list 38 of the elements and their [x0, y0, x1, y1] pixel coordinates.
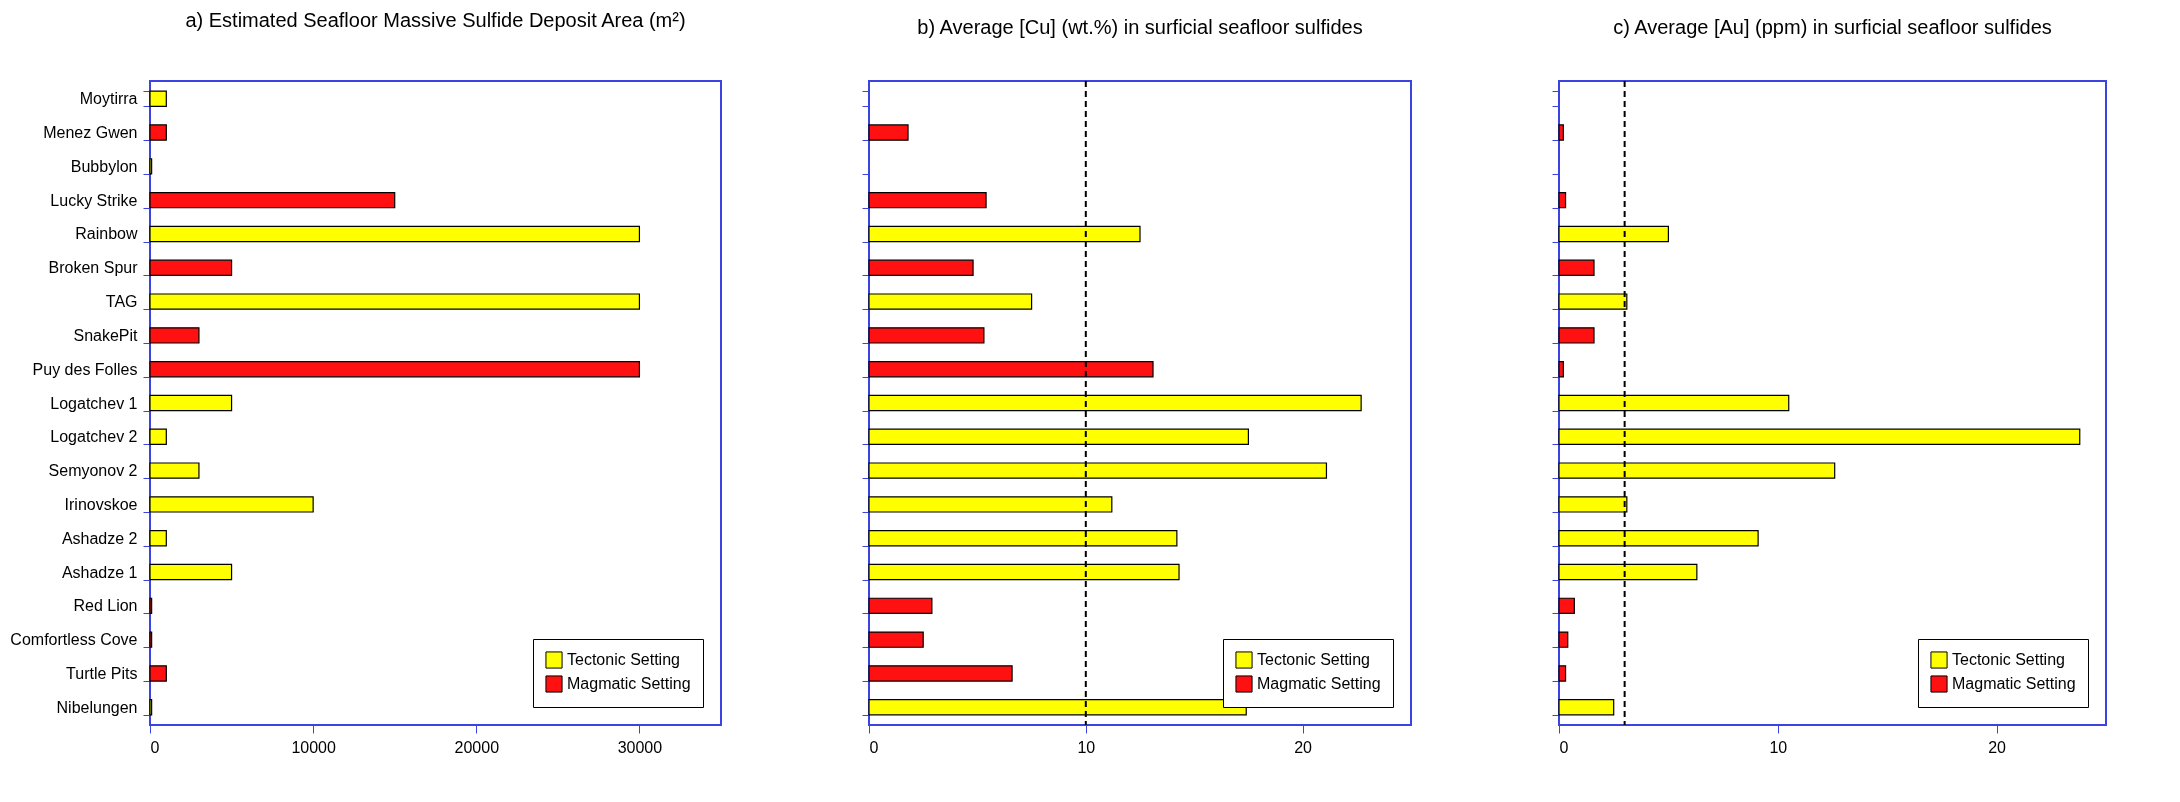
legend-label: Magmatic Setting [567, 675, 691, 692]
x-tick-label: 20 [1294, 738, 1313, 756]
x-tick-label: 20000 [454, 738, 500, 756]
x-tick-label: 10 [1077, 738, 1096, 756]
x-tick-label: 0 [150, 738, 160, 756]
y-tick-label: Irinovskoe [64, 495, 138, 513]
y-tick-label: Moytirra [79, 90, 138, 108]
y-tick-label: Ashadze 2 [61, 529, 138, 547]
y-tick-label: Broken Spur [48, 259, 139, 277]
chart-title: a) Estimated Seafloor Massive Sulfide Deposit Area (m²) [185, 9, 686, 31]
y-tick-label: Logatchev 1 [50, 394, 138, 412]
x-tick-label: 20 [1988, 738, 2007, 756]
y-tick-label: Rainbow [75, 225, 138, 243]
y-tick-label: Nibelungen [56, 698, 138, 716]
y-tick-label: Red Lion [73, 597, 138, 615]
y-tick-label: SnakePit [73, 326, 139, 344]
y-tick-label: Logatchev 2 [50, 428, 138, 446]
legend-label: Magmatic Setting [1257, 675, 1381, 692]
x-tick-label: 0 [1559, 738, 1569, 756]
y-tick-label: Lucky Strike [50, 191, 138, 209]
x-tick-label: 30000 [617, 738, 663, 756]
y-tick-label: Menez Gwen [43, 124, 138, 142]
y-tick-label: Semyonov 2 [48, 462, 138, 480]
x-tick-label: 0 [869, 738, 879, 756]
y-tick-label: Ashadze 1 [61, 563, 138, 581]
chart-title: c) Average [Au] (ppm) in surficial seafloor sulfides [1613, 16, 2052, 38]
legend-label: Magmatic Setting [1952, 675, 2076, 692]
y-tick-label: Puy des Folles [32, 360, 138, 378]
chart-title: b) Average [Cu] (wt.%) in surficial seafloor sulfides [917, 16, 1363, 38]
legend-label: Tectonic Setting [1952, 651, 2065, 668]
legend-label: Tectonic Setting [567, 651, 680, 668]
x-tick-label: 10 [1769, 738, 1788, 756]
y-tick-label: Comfortless Cove [10, 631, 138, 649]
legend-label: Tectonic Setting [1257, 651, 1370, 668]
y-tick-label: TAG [105, 293, 138, 311]
y-tick-label: Turtle Pits [66, 664, 138, 682]
x-tick-label: 10000 [291, 738, 336, 756]
y-tick-label: Bubbylon [70, 157, 138, 175]
